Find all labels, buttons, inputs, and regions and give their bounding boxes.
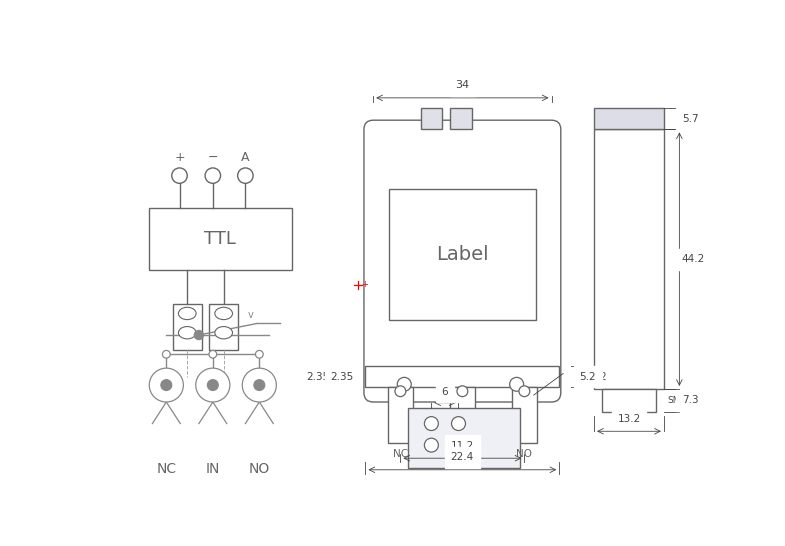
- Text: 13.2: 13.2: [617, 413, 641, 424]
- Bar: [602, 389, 656, 412]
- Text: 44.2: 44.2: [681, 254, 705, 264]
- Text: +: +: [174, 151, 184, 164]
- Text: 2-φ3.2: 2-φ3.2: [575, 372, 606, 382]
- Text: NC: NC: [156, 462, 177, 476]
- Text: 2.35: 2.35: [306, 372, 329, 382]
- Circle shape: [254, 379, 265, 390]
- Text: NO: NO: [249, 462, 270, 476]
- Ellipse shape: [215, 307, 232, 319]
- Bar: [408, 408, 520, 468]
- Circle shape: [172, 168, 188, 183]
- Circle shape: [395, 386, 406, 396]
- Bar: [148, 208, 292, 270]
- Text: 22.4: 22.4: [451, 452, 474, 462]
- Ellipse shape: [178, 307, 196, 319]
- Circle shape: [243, 368, 276, 402]
- Text: 5.2: 5.2: [579, 372, 596, 382]
- Circle shape: [451, 438, 466, 452]
- Bar: [594, 108, 664, 129]
- Text: Label: Label: [436, 245, 489, 264]
- Text: +: +: [361, 280, 367, 289]
- Circle shape: [194, 330, 203, 340]
- Circle shape: [162, 351, 170, 358]
- Bar: [512, 387, 537, 443]
- Bar: [388, 387, 413, 443]
- Ellipse shape: [215, 327, 232, 339]
- Bar: [173, 304, 202, 351]
- Circle shape: [425, 438, 438, 452]
- Circle shape: [207, 379, 218, 390]
- Text: 2.35: 2.35: [330, 372, 354, 382]
- Bar: [450, 108, 472, 129]
- Bar: [389, 189, 536, 319]
- Bar: [209, 304, 239, 351]
- Circle shape: [195, 368, 230, 402]
- Text: 11.2: 11.2: [451, 441, 474, 450]
- Text: 7.3: 7.3: [681, 395, 699, 406]
- Text: NC: NC: [392, 449, 408, 459]
- Circle shape: [161, 379, 172, 390]
- Text: 5.7: 5.7: [681, 114, 699, 123]
- Circle shape: [209, 351, 217, 358]
- Text: IN: IN: [206, 462, 220, 476]
- Circle shape: [509, 377, 524, 391]
- Text: NO: NO: [517, 449, 532, 459]
- Circle shape: [457, 386, 468, 396]
- Text: TTL: TTL: [204, 230, 236, 248]
- Text: 6: 6: [442, 387, 448, 396]
- Circle shape: [255, 351, 263, 358]
- Text: COM: COM: [450, 449, 475, 459]
- FancyBboxPatch shape: [364, 120, 560, 402]
- Circle shape: [451, 417, 466, 430]
- Text: SMA(F): SMA(F): [668, 396, 699, 405]
- Bar: [421, 108, 442, 129]
- Bar: [450, 387, 475, 443]
- Text: v: v: [248, 310, 254, 321]
- Bar: [366, 366, 559, 387]
- Circle shape: [519, 386, 530, 396]
- Text: A: A: [241, 151, 250, 164]
- Circle shape: [425, 417, 438, 430]
- Bar: [594, 129, 664, 389]
- Circle shape: [149, 368, 184, 402]
- Circle shape: [205, 168, 221, 183]
- Ellipse shape: [178, 327, 196, 339]
- Text: 34: 34: [455, 80, 469, 90]
- Circle shape: [397, 377, 411, 391]
- Circle shape: [238, 168, 253, 183]
- Text: −: −: [207, 151, 218, 164]
